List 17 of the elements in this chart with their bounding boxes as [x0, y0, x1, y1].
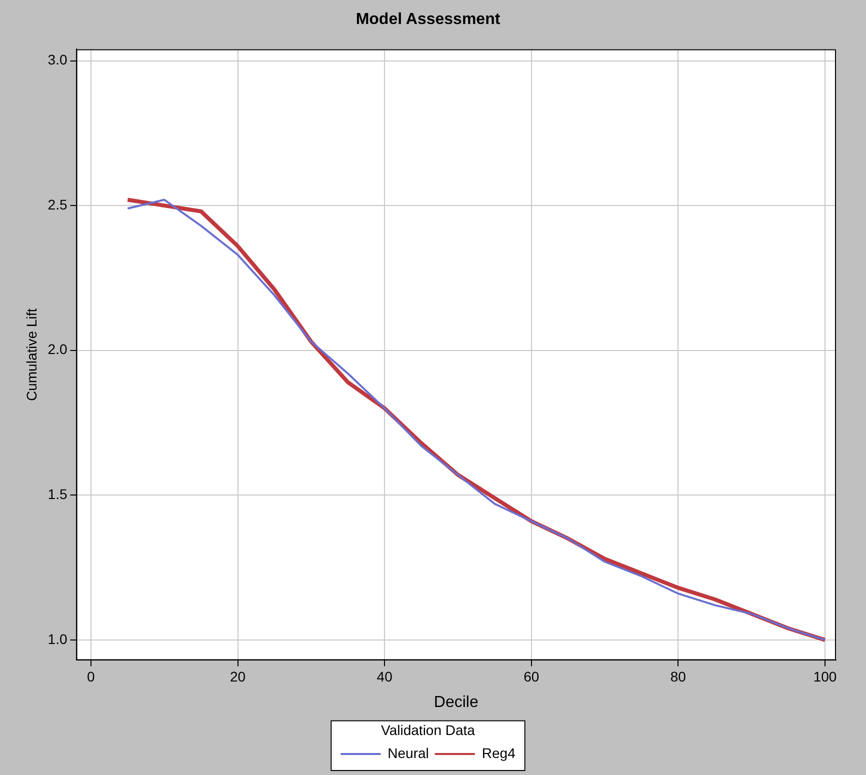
y-tick-label: 2.0: [48, 341, 68, 358]
legend-label: Neural: [388, 744, 429, 761]
x-axis-title: Decile: [434, 694, 478, 712]
x-tick-label: 100: [813, 668, 837, 684]
legend-label: Reg4: [482, 744, 516, 761]
y-axis-title: Cumulative Lift: [23, 308, 40, 401]
x-tick-label: 0: [87, 668, 96, 684]
x-tick-label: 40: [376, 668, 393, 684]
x-tick-label: 60: [524, 668, 540, 684]
y-tick-label: 3.0: [48, 52, 68, 68]
y-tick-label: 1.0: [48, 630, 68, 647]
x-tick-label: 80: [670, 668, 686, 684]
legend-title: Validation Data: [381, 722, 476, 738]
x-tick-label: 20: [230, 668, 246, 684]
y-tick-label: 2.5: [48, 196, 68, 212]
chart-title: Model Assessment: [356, 11, 501, 28]
y-tick-label: 1.5: [48, 486, 68, 502]
